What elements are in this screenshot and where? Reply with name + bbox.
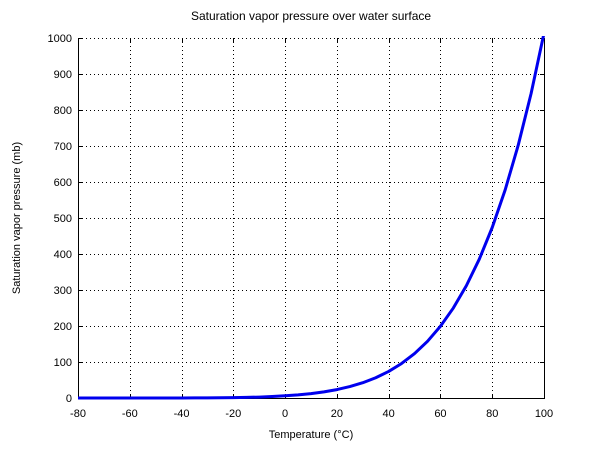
x-tick-label: -20 bbox=[225, 408, 241, 420]
x-tick-label: -60 bbox=[122, 408, 138, 420]
x-axis-label: Temperature (°C) bbox=[269, 429, 353, 441]
x-tick-label: -40 bbox=[174, 408, 190, 420]
vapor-pressure-curve bbox=[78, 36, 545, 400]
y-tick-label: 900 bbox=[54, 69, 72, 81]
x-tick-label: 0 bbox=[282, 408, 288, 420]
y-tick-label: 100 bbox=[54, 357, 72, 369]
x-tick-label: 20 bbox=[331, 408, 343, 420]
grid-lines bbox=[78, 38, 544, 398]
x-tick-label: 60 bbox=[434, 408, 446, 420]
y-axis-label: Saturation vapor pressure (mb) bbox=[11, 142, 23, 294]
x-tick-label: -80 bbox=[70, 408, 86, 420]
y-tick-label: 500 bbox=[54, 213, 72, 225]
y-tick-label: 700 bbox=[54, 141, 72, 153]
y-tick-label: 1000 bbox=[48, 33, 72, 45]
x-tick-label: 100 bbox=[535, 408, 553, 420]
y-tick-label: 600 bbox=[54, 177, 72, 189]
y-tick-label: 400 bbox=[54, 249, 72, 261]
y-tick-label: 200 bbox=[54, 321, 72, 333]
y-tick-label: 300 bbox=[54, 285, 72, 297]
x-tick-label: 40 bbox=[383, 408, 395, 420]
y-tick-label: 800 bbox=[54, 105, 72, 117]
x-tick-label: 80 bbox=[486, 408, 498, 420]
y-tick-label: 0 bbox=[66, 393, 72, 405]
chart-title: Saturation vapor pressure over water sur… bbox=[191, 9, 431, 23]
tick-labels: -80 -60 -40 -20 0 20 40 60 80 1000100200300400500… bbox=[48, 33, 554, 420]
